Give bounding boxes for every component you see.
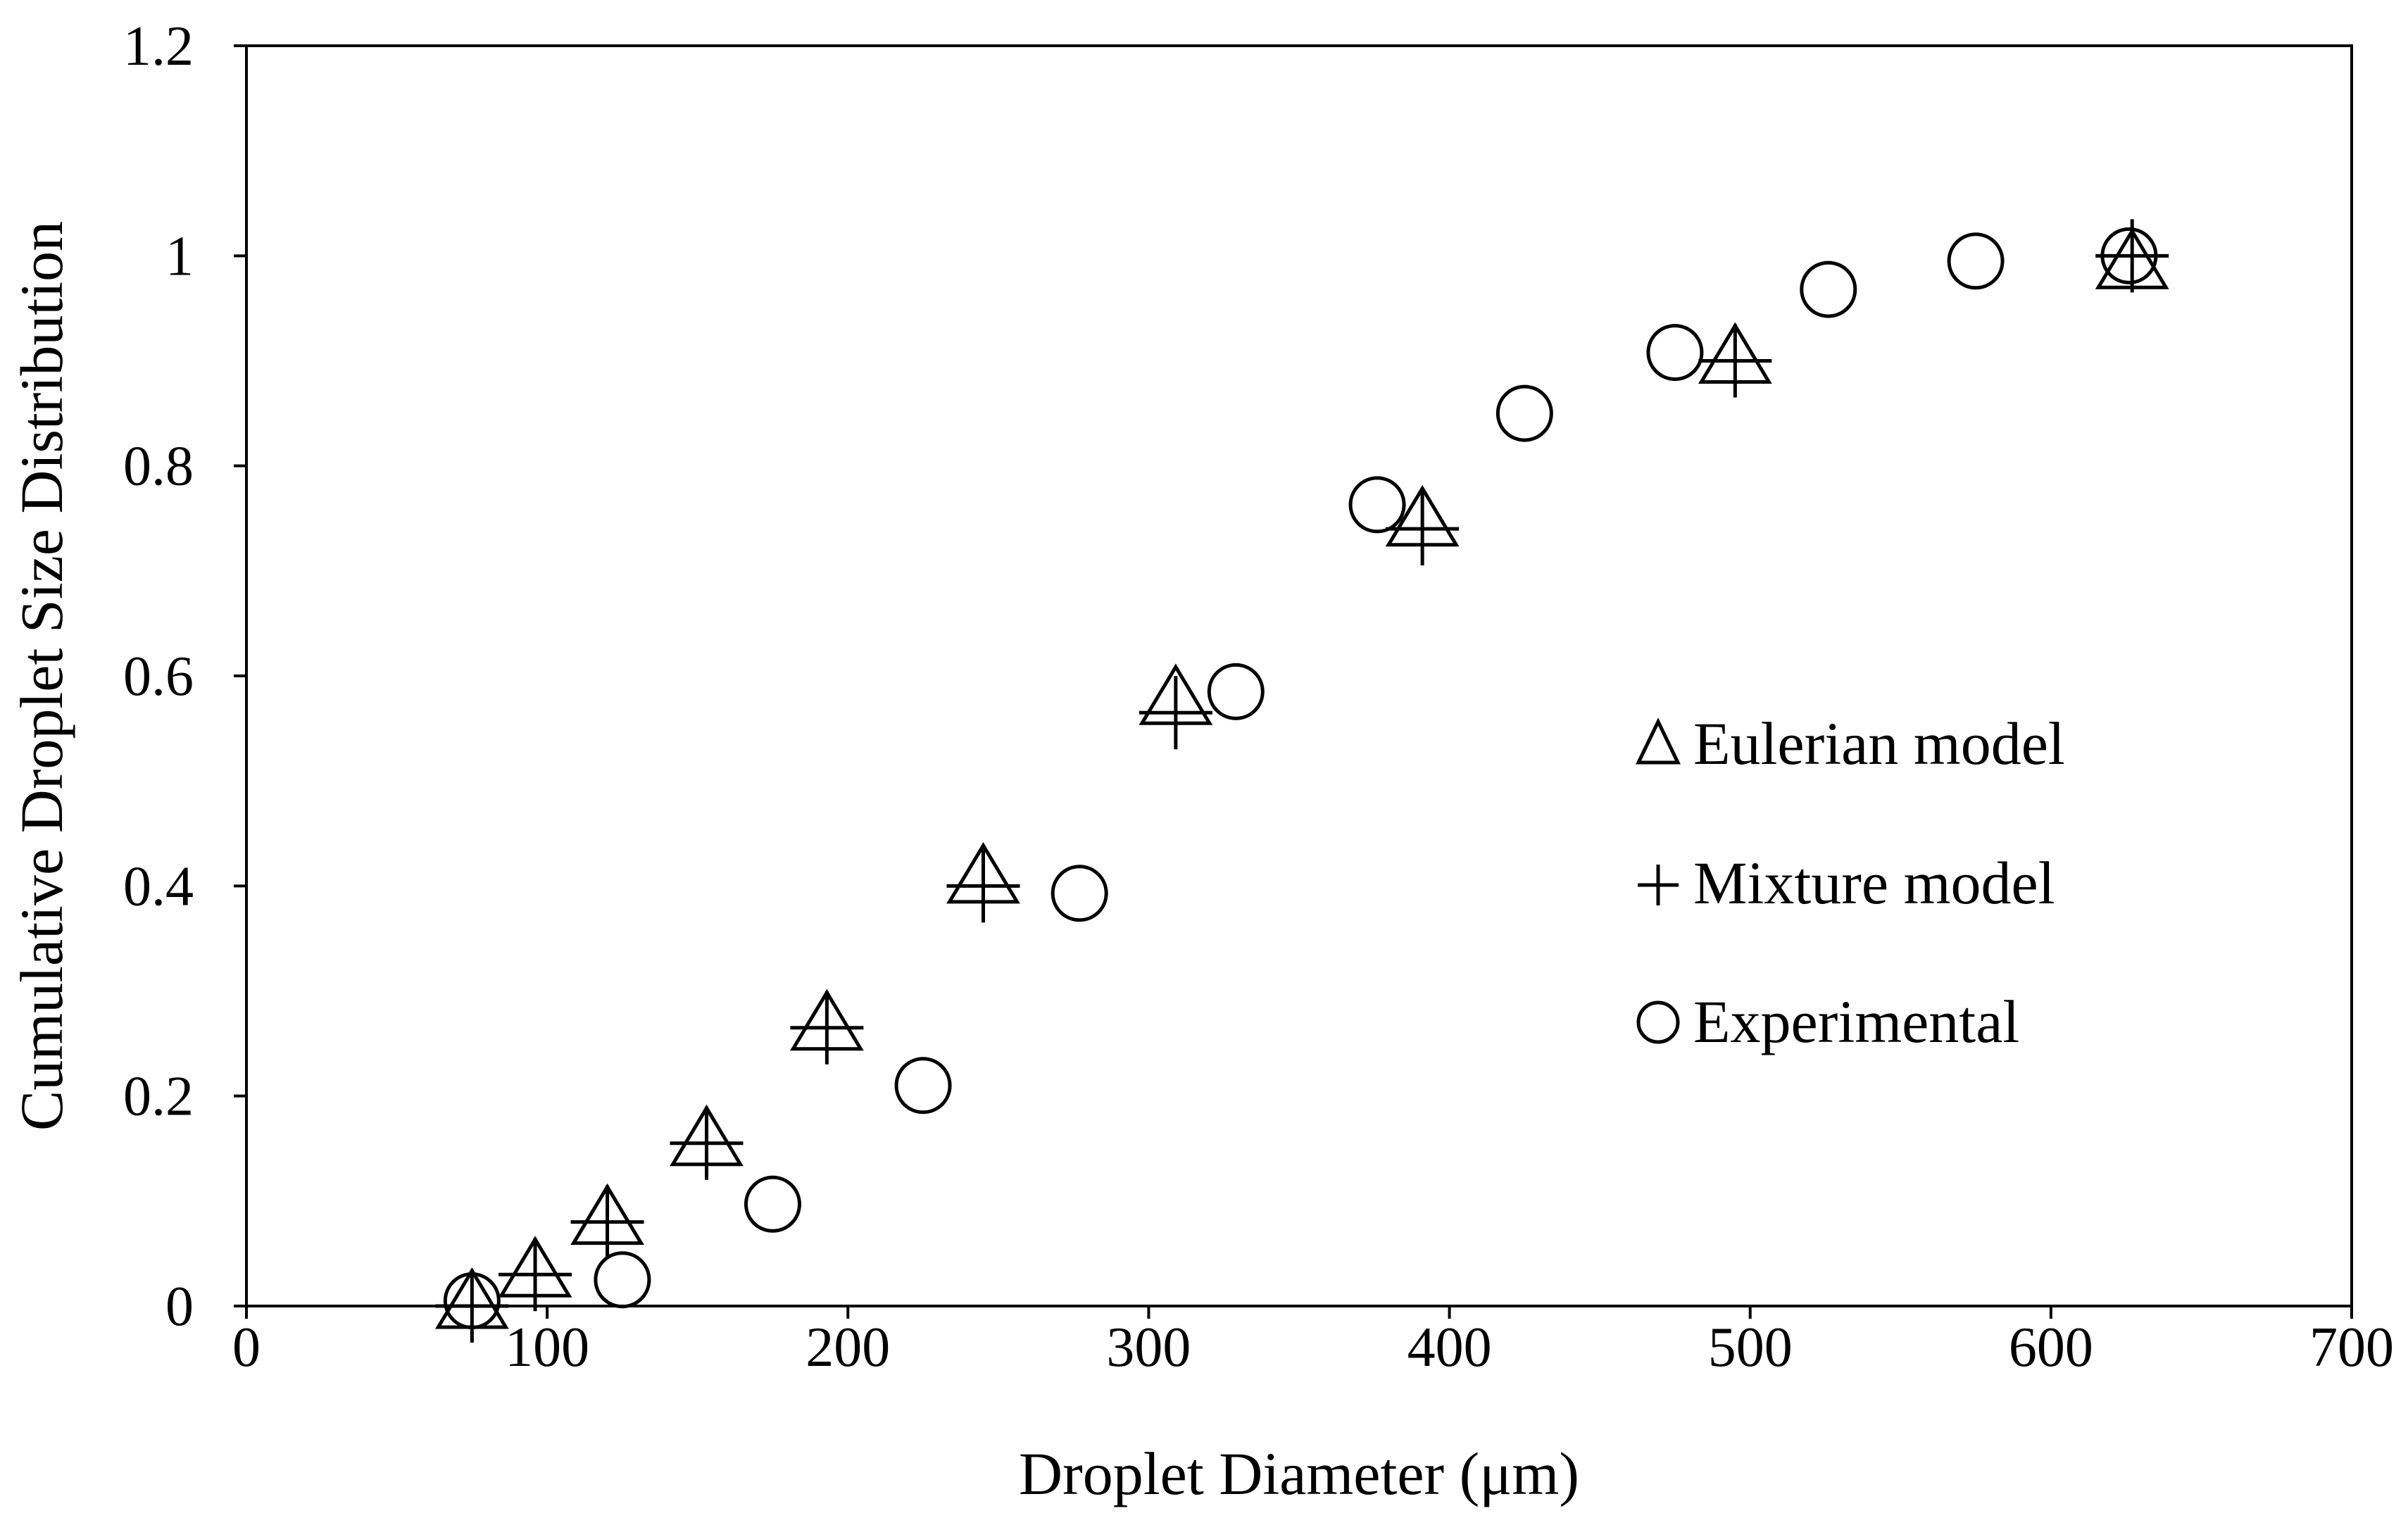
experimental-circle-point — [1207, 663, 1265, 720]
experimental-circle-point — [1800, 261, 1857, 318]
mixture-plus-point — [1698, 324, 1772, 398]
legend-item-eulerian: Eulerian model — [1636, 710, 2065, 777]
y-tick-label: 1 — [165, 225, 194, 287]
experimental-circle-point — [1646, 324, 1704, 382]
experimental-circle-point — [1348, 476, 1406, 534]
x-tick-label: 400 — [1407, 1317, 1492, 1379]
legend-label-experimental: Experimental — [1693, 988, 2019, 1055]
y-tick-label: 0.2 — [123, 1066, 194, 1128]
series-eulerian-model — [434, 227, 2169, 1329]
data-markers — [434, 219, 2169, 1343]
mixture-plus-point — [670, 1106, 744, 1180]
legend-circle-icon — [1636, 1000, 1680, 1044]
legend: Eulerian model Mixture model Experimenta… — [1636, 710, 2065, 1055]
x-tick-label: 500 — [1708, 1317, 1793, 1379]
x-tick-label: 100 — [505, 1317, 589, 1379]
mixture-plus-point — [946, 849, 1020, 923]
y-axis-ticks: 0 0.2 0.4 0.6 0.8 1 1.2 — [123, 15, 246, 1338]
x-tick-label: 200 — [805, 1317, 890, 1379]
experimental-circle-point — [894, 1057, 952, 1115]
x-tick-label: 600 — [2009, 1317, 2093, 1379]
legend-plus-icon — [1638, 865, 1679, 905]
experimental-circle-point — [443, 1272, 501, 1330]
x-tick-label: 700 — [2309, 1317, 2394, 1379]
series-mixture-model — [435, 219, 2169, 1343]
series-experimental — [443, 227, 2158, 1330]
x-tick-label: 0 — [232, 1317, 261, 1379]
mixture-plus-point — [790, 991, 864, 1065]
legend-label-mixture: Mixture model — [1693, 849, 2055, 917]
mixture-plus-point — [1386, 492, 1460, 566]
experimental-circle-point — [594, 1251, 651, 1309]
legend-label-eulerian: Eulerian model — [1693, 710, 2065, 777]
y-tick-label: 0.4 — [123, 855, 194, 917]
mixture-plus-point — [498, 1238, 572, 1312]
legend-triangle-icon — [1636, 717, 1681, 765]
x-axis-ticks: 0 100 200 300 400 500 600 700 — [232, 1306, 2394, 1379]
y-tick-label: 0 — [165, 1276, 194, 1338]
mixture-plus-point — [1139, 676, 1212, 750]
experimental-circle-point — [1947, 232, 2005, 290]
plot-area — [245, 44, 2353, 1307]
mixture-plus-point — [570, 1185, 644, 1259]
y-tick-label: 0.8 — [123, 436, 194, 498]
experimental-circle-point — [744, 1175, 801, 1233]
x-axis-title: Droplet Diameter (μm) — [1019, 1440, 1579, 1507]
mixture-plus-point — [435, 1269, 509, 1343]
x-tick-label: 300 — [1106, 1317, 1191, 1379]
y-tick-label: 1.2 — [123, 15, 194, 77]
legend-item-experimental: Experimental — [1636, 988, 2019, 1055]
y-axis-title: Cumulative Droplet Size Distribution — [8, 221, 75, 1131]
experimental-circle-point — [1051, 865, 1108, 922]
legend-item-mixture: Mixture model — [1638, 849, 2055, 917]
experimental-circle-point — [2100, 227, 2158, 284]
y-tick-label: 0.6 — [123, 646, 194, 708]
experimental-circle-point — [1495, 384, 1553, 442]
